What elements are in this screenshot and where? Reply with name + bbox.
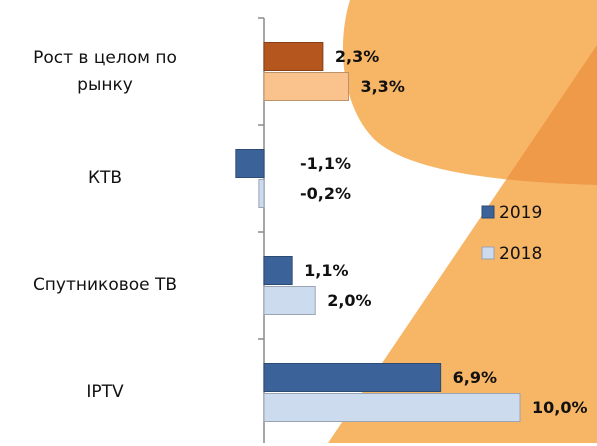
value-label: 1,1% — [304, 261, 348, 280]
legend-label: 2018 — [499, 244, 542, 264]
bar — [264, 364, 441, 392]
value-label: 2,3% — [335, 47, 379, 66]
value-label: 10,0% — [532, 398, 588, 417]
bar — [259, 180, 264, 208]
category-label: КТВ — [20, 125, 190, 232]
bar — [236, 150, 264, 178]
bar — [264, 257, 292, 285]
category-label: Спутниковое ТВ — [20, 232, 190, 339]
bar — [264, 73, 348, 101]
value-label: -1,1% — [300, 154, 351, 173]
legend-label: 2019 — [499, 203, 542, 223]
legend-swatch — [482, 247, 494, 259]
bar — [264, 394, 520, 422]
category-label: IPTV — [20, 339, 190, 446]
bar — [264, 43, 323, 71]
legend-swatch — [482, 206, 494, 218]
value-label: 2,0% — [327, 291, 371, 310]
page: 2,3% 3,3% -1,1% -0,2% 1,1% 2,0% 6,9% 10,0% 2019 2… — [0, 0, 597, 443]
value-label: 6,9% — [453, 368, 497, 387]
category-label: Рост в целом по рынку — [20, 18, 190, 125]
value-label: -0,2% — [300, 184, 351, 203]
value-label: 3,3% — [360, 77, 404, 96]
axis — [258, 18, 264, 443]
bar — [264, 287, 315, 315]
